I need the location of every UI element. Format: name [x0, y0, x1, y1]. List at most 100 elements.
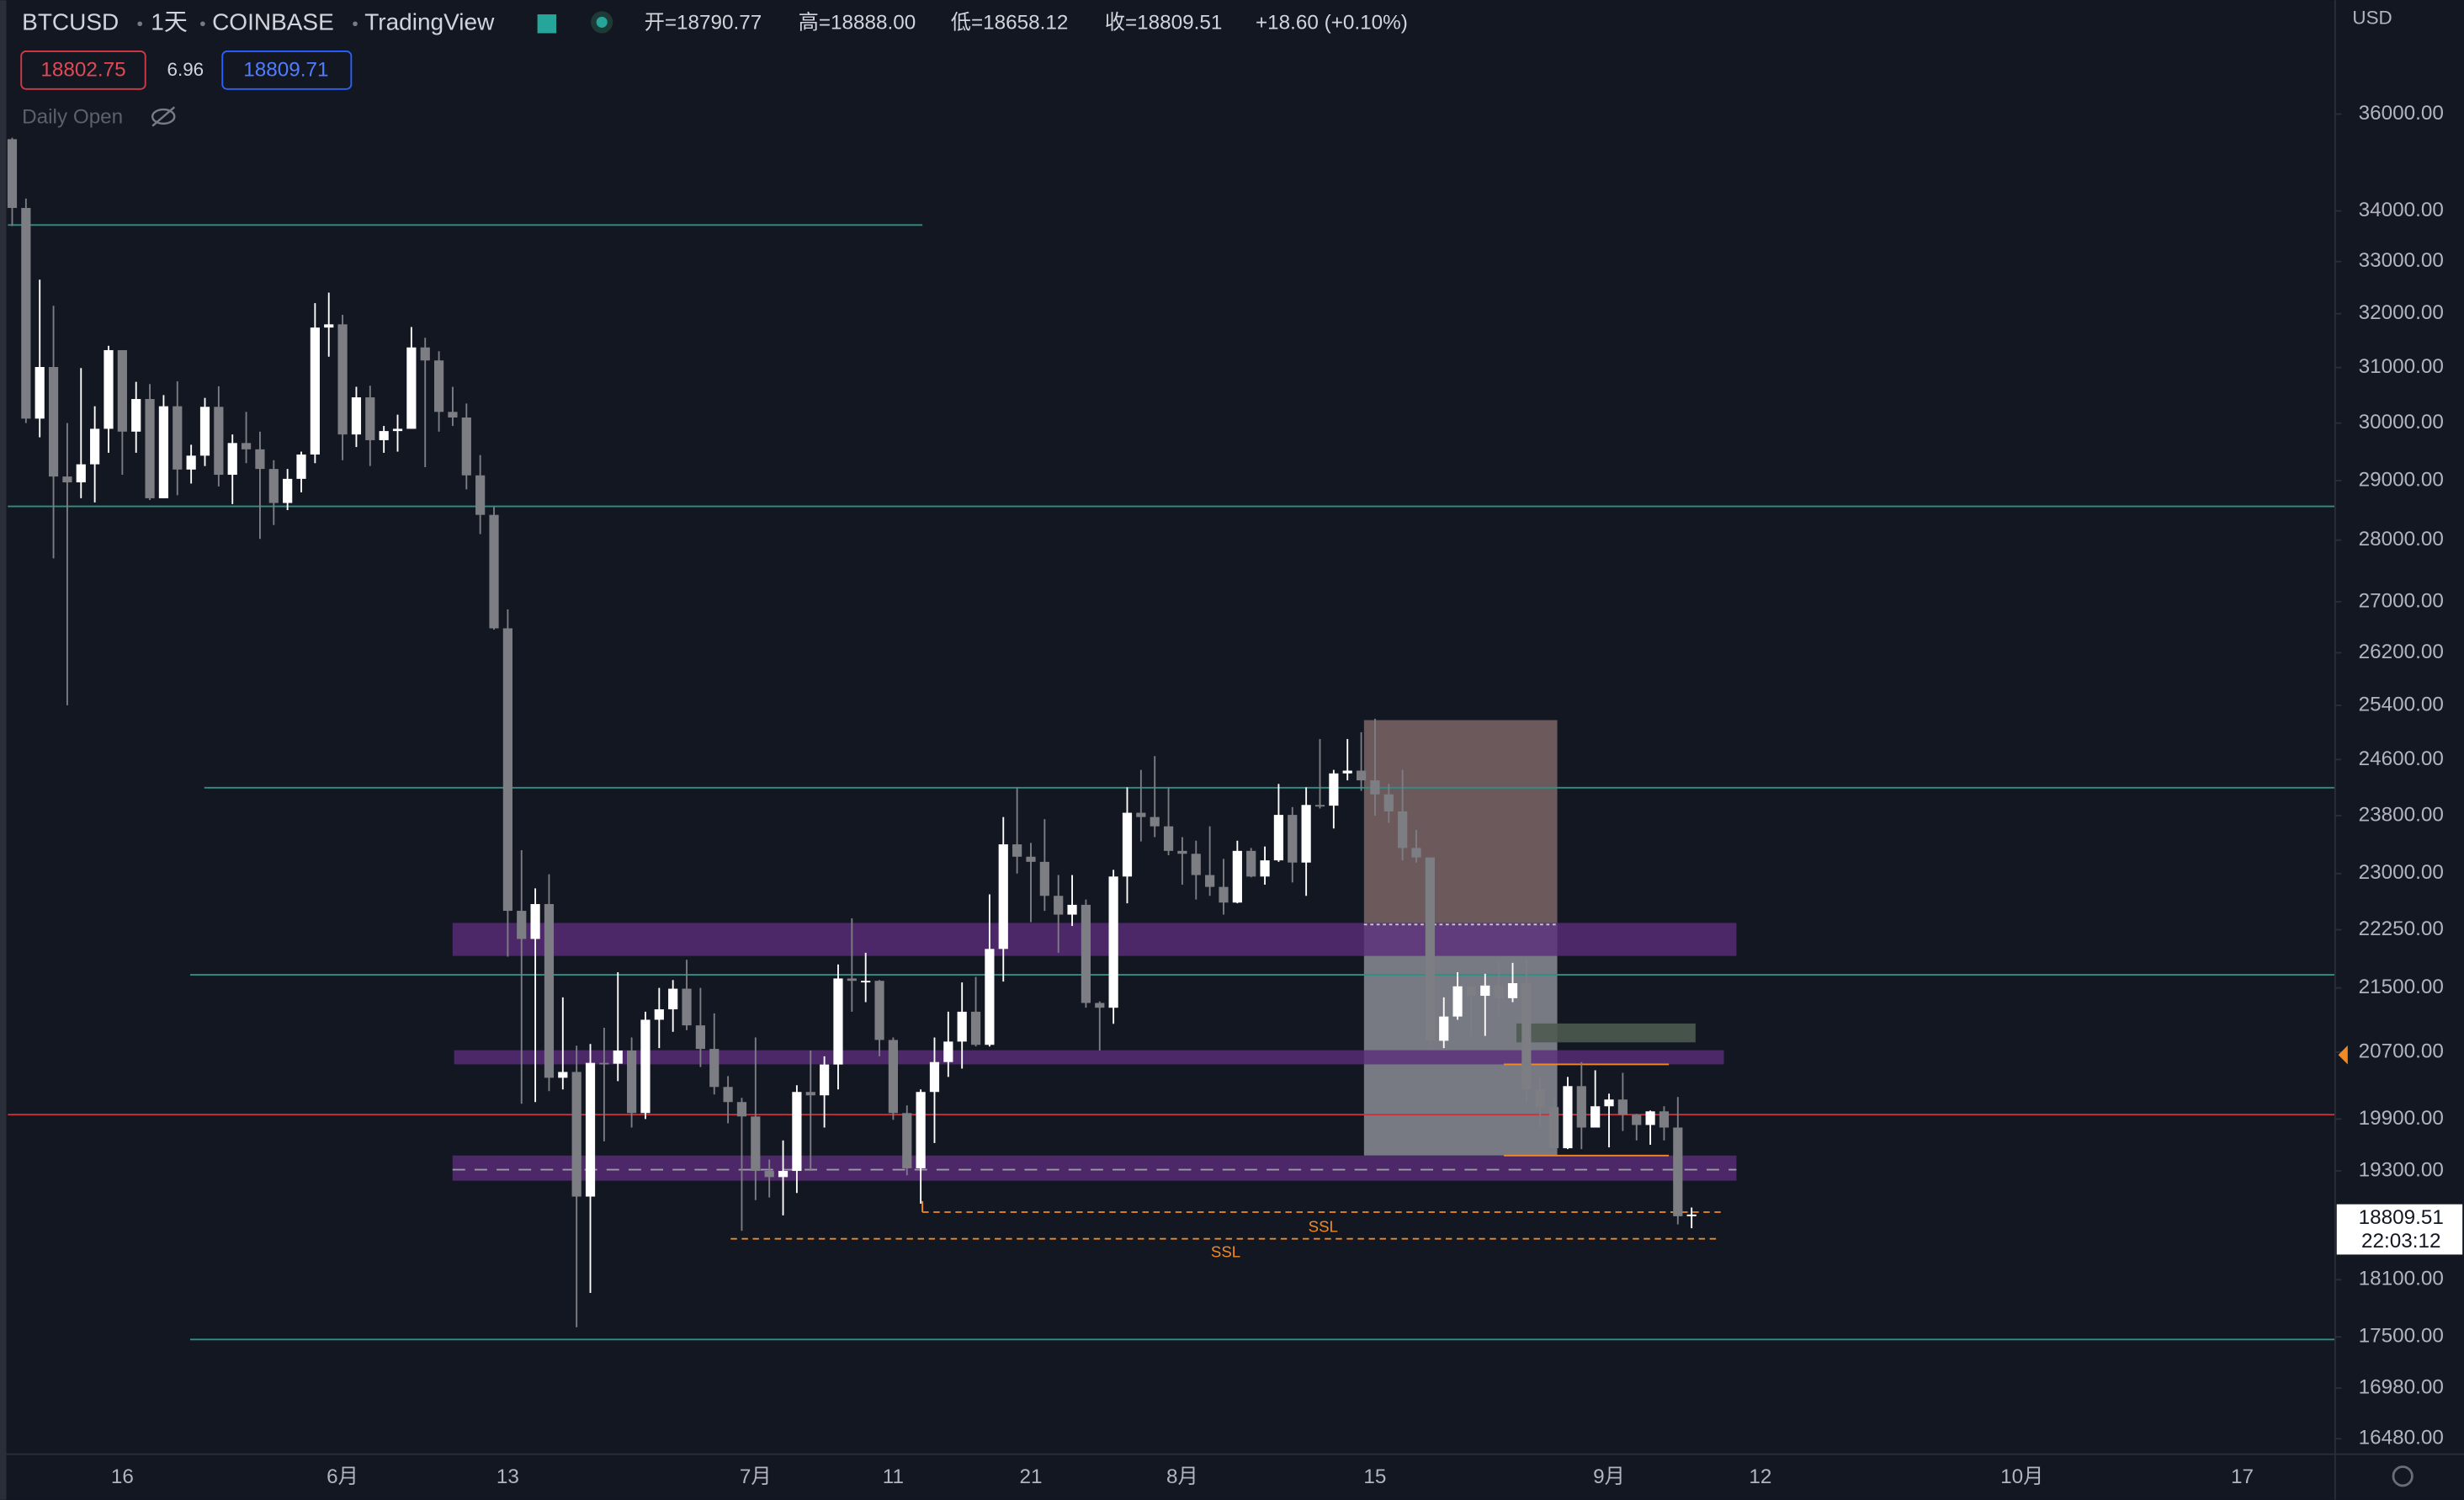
- candle-body: [1081, 904, 1091, 1003]
- separator: [353, 21, 358, 27]
- candle-body: [475, 475, 486, 515]
- x-tick-label: 12: [1749, 1465, 1771, 1488]
- candle-body: [970, 1011, 981, 1045]
- zone: [454, 1050, 1724, 1065]
- candle-body: [792, 1092, 802, 1172]
- countdown: 22:03:12: [2361, 1230, 2440, 1253]
- y-tick-label: 19900.00: [2359, 1107, 2444, 1130]
- candle-body: [1370, 780, 1380, 795]
- candle-body: [929, 1061, 940, 1093]
- x-tick-label: 8月: [1166, 1465, 1198, 1488]
- candle-body: [255, 449, 265, 470]
- candle-body: [296, 454, 306, 479]
- hide-icon[interactable]: [151, 106, 176, 127]
- y-tick-label: 23800.00: [2359, 803, 2444, 826]
- candle-body: [1273, 815, 1284, 861]
- sell-price[interactable]: 18802.75: [40, 59, 125, 82]
- candle-body: [1177, 850, 1187, 854]
- candle-body: [1617, 1099, 1628, 1115]
- eye-slash[interactable]: [151, 106, 176, 127]
- price-badge: [2336, 1204, 2463, 1255]
- candle-body: [613, 1051, 623, 1064]
- buy-button[interactable]: [221, 51, 353, 90]
- spread: 6.96: [167, 59, 204, 80]
- candle-body: [1632, 1114, 1642, 1125]
- candle-body: [310, 327, 320, 455]
- candle-body: [1108, 876, 1118, 1008]
- y-tick-label: 31000.00: [2359, 355, 2444, 378]
- y-tick-label: 16480.00: [2359, 1427, 2444, 1449]
- candle-body: [1673, 1127, 1683, 1216]
- candle-body: [517, 911, 527, 939]
- y-tick-label: 23000.00: [2359, 861, 2444, 884]
- candle-body: [985, 949, 995, 1045]
- candle-body: [1411, 848, 1421, 858]
- buy-price[interactable]: 18809.71: [243, 59, 328, 82]
- supply-zone: [452, 923, 1737, 956]
- settings-icon[interactable]: [2392, 1465, 2414, 1487]
- candle-body: [943, 1041, 953, 1062]
- candle-body: [1122, 812, 1133, 877]
- source: TradingView: [364, 9, 495, 35]
- candle-body: [1067, 904, 1077, 915]
- candle-body: [1356, 770, 1367, 781]
- candle-body: [861, 981, 871, 983]
- candles: [7, 137, 1697, 1327]
- left-edge: [0, 0, 7, 1500]
- candle-body: [104, 349, 114, 429]
- candle-body: [820, 1064, 830, 1096]
- candle-body: [1039, 861, 1049, 896]
- current-price: 18809.51: [2359, 1206, 2444, 1229]
- candle-body: [1329, 773, 1339, 806]
- x-tick-label: 11: [883, 1465, 904, 1488]
- y-tick-label: 27000.00: [2359, 589, 2444, 612]
- drawings: SSL SSL: [8, 224, 2335, 1341]
- box: [1516, 1023, 1696, 1043]
- interval: 1天: [151, 9, 188, 35]
- y-tick-label: 29000.00: [2359, 468, 2444, 491]
- sell-button[interactable]: [20, 51, 146, 90]
- candle-body: [1219, 886, 1229, 903]
- eye[interactable]: [151, 108, 176, 125]
- x-tick-label: 9月: [1593, 1465, 1625, 1488]
- candle-body: [62, 476, 72, 483]
- separator: [200, 21, 205, 27]
- currency[interactable]: USD: [2352, 8, 2392, 29]
- x-tick-label: 15: [1363, 1465, 1386, 1488]
- candle-body: [1383, 794, 1394, 811]
- y-tick-label: 20700.00: [2359, 1040, 2444, 1062]
- candle-body: [736, 1102, 747, 1117]
- candle-body: [1301, 805, 1311, 863]
- candle-body: [709, 1049, 720, 1088]
- candle-body: [1246, 850, 1256, 877]
- candle-body: [888, 1040, 899, 1114]
- x-tick-label: 21: [1019, 1465, 1042, 1488]
- candle-body: [599, 1062, 609, 1065]
- candle-body: [1205, 875, 1215, 887]
- candle-body: [351, 397, 362, 435]
- candle-body: [145, 399, 155, 498]
- candle-body: [1563, 1086, 1573, 1149]
- candle-body: [241, 443, 252, 449]
- candle-body: [283, 478, 293, 503]
- exchange: COINBASE: [212, 9, 334, 35]
- candle-body: [186, 455, 196, 470]
- candle-body: [1466, 986, 1477, 997]
- candle-body: [489, 514, 499, 629]
- y-tick-label: 28000.00: [2359, 528, 2444, 551]
- candle-body: [654, 1009, 664, 1020]
- y-tick-label: 30000.00: [2359, 411, 2444, 434]
- x-tick-label: 10月: [2000, 1465, 2043, 1488]
- candle-body: [76, 464, 86, 483]
- candle-body: [1535, 1089, 1545, 1108]
- candle-body: [751, 1116, 761, 1172]
- candle-body: [1576, 1086, 1586, 1128]
- candle-body: [1191, 854, 1201, 875]
- y-tick-label: 18100.00: [2359, 1268, 2444, 1290]
- candle-body: [668, 988, 678, 1010]
- candle-body: [723, 1087, 733, 1103]
- y-tick-label: 32000.00: [2359, 301, 2444, 324]
- y-tick-label: 17500.00: [2359, 1325, 2444, 1348]
- candle-body: [448, 412, 458, 418]
- open-value: 开=18790.77: [645, 12, 762, 35]
